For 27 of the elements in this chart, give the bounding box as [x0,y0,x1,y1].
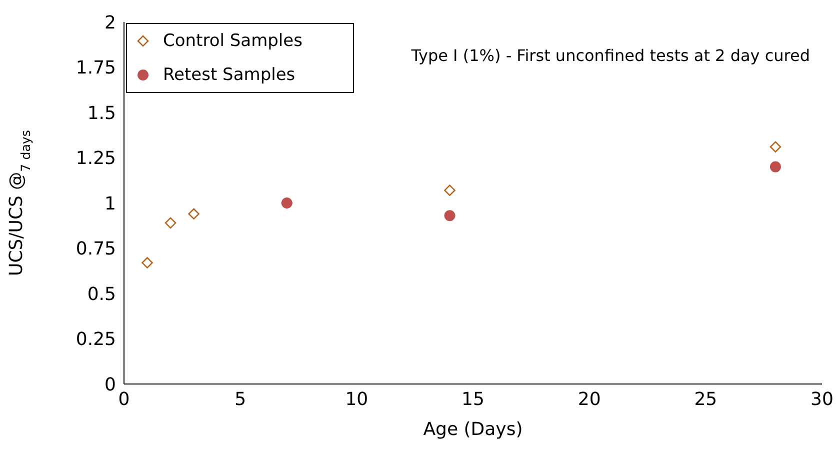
x-tick-label: 0 [118,388,130,410]
legend-label: Control Samples [163,31,302,51]
y-tick-label: 0.25 [76,329,116,350]
point [770,161,781,172]
y-tick-label: 0 [104,374,116,396]
point [188,208,200,220]
annotation: Type I (1%) - First unconfined tests at 2 day cured [411,46,810,65]
point [444,210,456,222]
y-tick-label: 0.75 [76,238,116,260]
x-tick-label: 20 [578,388,601,410]
x-axis-title: Age (Days) [423,418,523,440]
point [164,217,176,229]
x-tick-label: 25 [694,388,718,410]
y-tick-label: 1.5 [87,102,116,124]
point [142,257,153,268]
y-tick-label: 1.25 [76,148,116,170]
y-tick-label: 1.75 [76,58,116,79]
y-tick-label: 1 [104,193,116,214]
point [770,141,782,153]
x-tick-label: 15 [462,388,484,410]
x-tick-label: 30 [810,388,834,410]
point [444,184,456,196]
x-tick-label: 10 [345,388,368,410]
y-tick-label: 2 [104,12,116,34]
y-tick-label: 0.5 [87,284,116,305]
x-tick-label: 5 [234,388,246,410]
legend-label: Retest Samples [163,65,296,85]
